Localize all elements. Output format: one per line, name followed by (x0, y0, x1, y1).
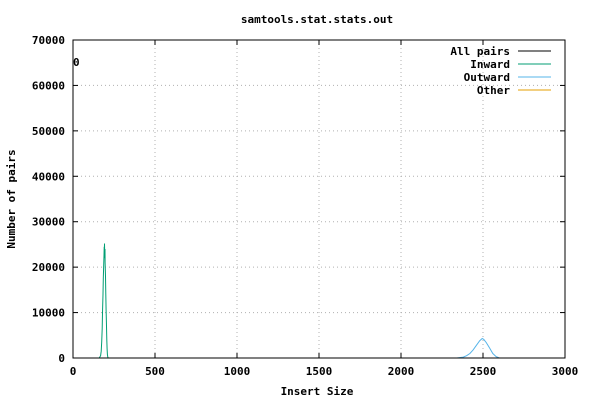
y-tick-label: 70000 (32, 34, 65, 47)
y-tick-label: 60000 (32, 79, 65, 92)
x-tick-label: 2000 (388, 365, 415, 378)
series-line-outward (456, 337, 500, 359)
y-tick-label: 50000 (32, 125, 65, 138)
y-tick-label: 20000 (32, 261, 65, 274)
legend-label-inward: Inward (470, 58, 510, 71)
x-axis-label: Insert Size (281, 385, 354, 398)
chart-title: samtools.stat.stats.out (241, 13, 393, 26)
x-tick-label: 1500 (306, 365, 333, 378)
y-tick-label: 0 (58, 352, 65, 365)
x-tick-label: 500 (145, 365, 165, 378)
legend-label-other: Other (477, 84, 510, 97)
y-tick-label: 40000 (32, 170, 65, 183)
series-line-inward (98, 243, 109, 359)
grid (73, 40, 565, 358)
legend-label-outward: Outward (464, 71, 510, 84)
y-axis-label: Number of pairs (5, 149, 18, 248)
x-tick-label: 0 (70, 365, 77, 378)
corner-label: 0 (73, 56, 80, 69)
y-tick-label: 10000 (32, 307, 65, 320)
x-tick-label: 1000 (224, 365, 251, 378)
series-layer (98, 243, 500, 359)
x-tick-label: 3000 (552, 365, 579, 378)
axes: 0 500 1000 1500 2000 2500 30000100002000030000… (32, 34, 578, 378)
y-tick-label: 30000 (32, 216, 65, 229)
x-tick-label: 2500 (470, 365, 497, 378)
legend-label-all-pairs: All pairs (450, 45, 510, 58)
